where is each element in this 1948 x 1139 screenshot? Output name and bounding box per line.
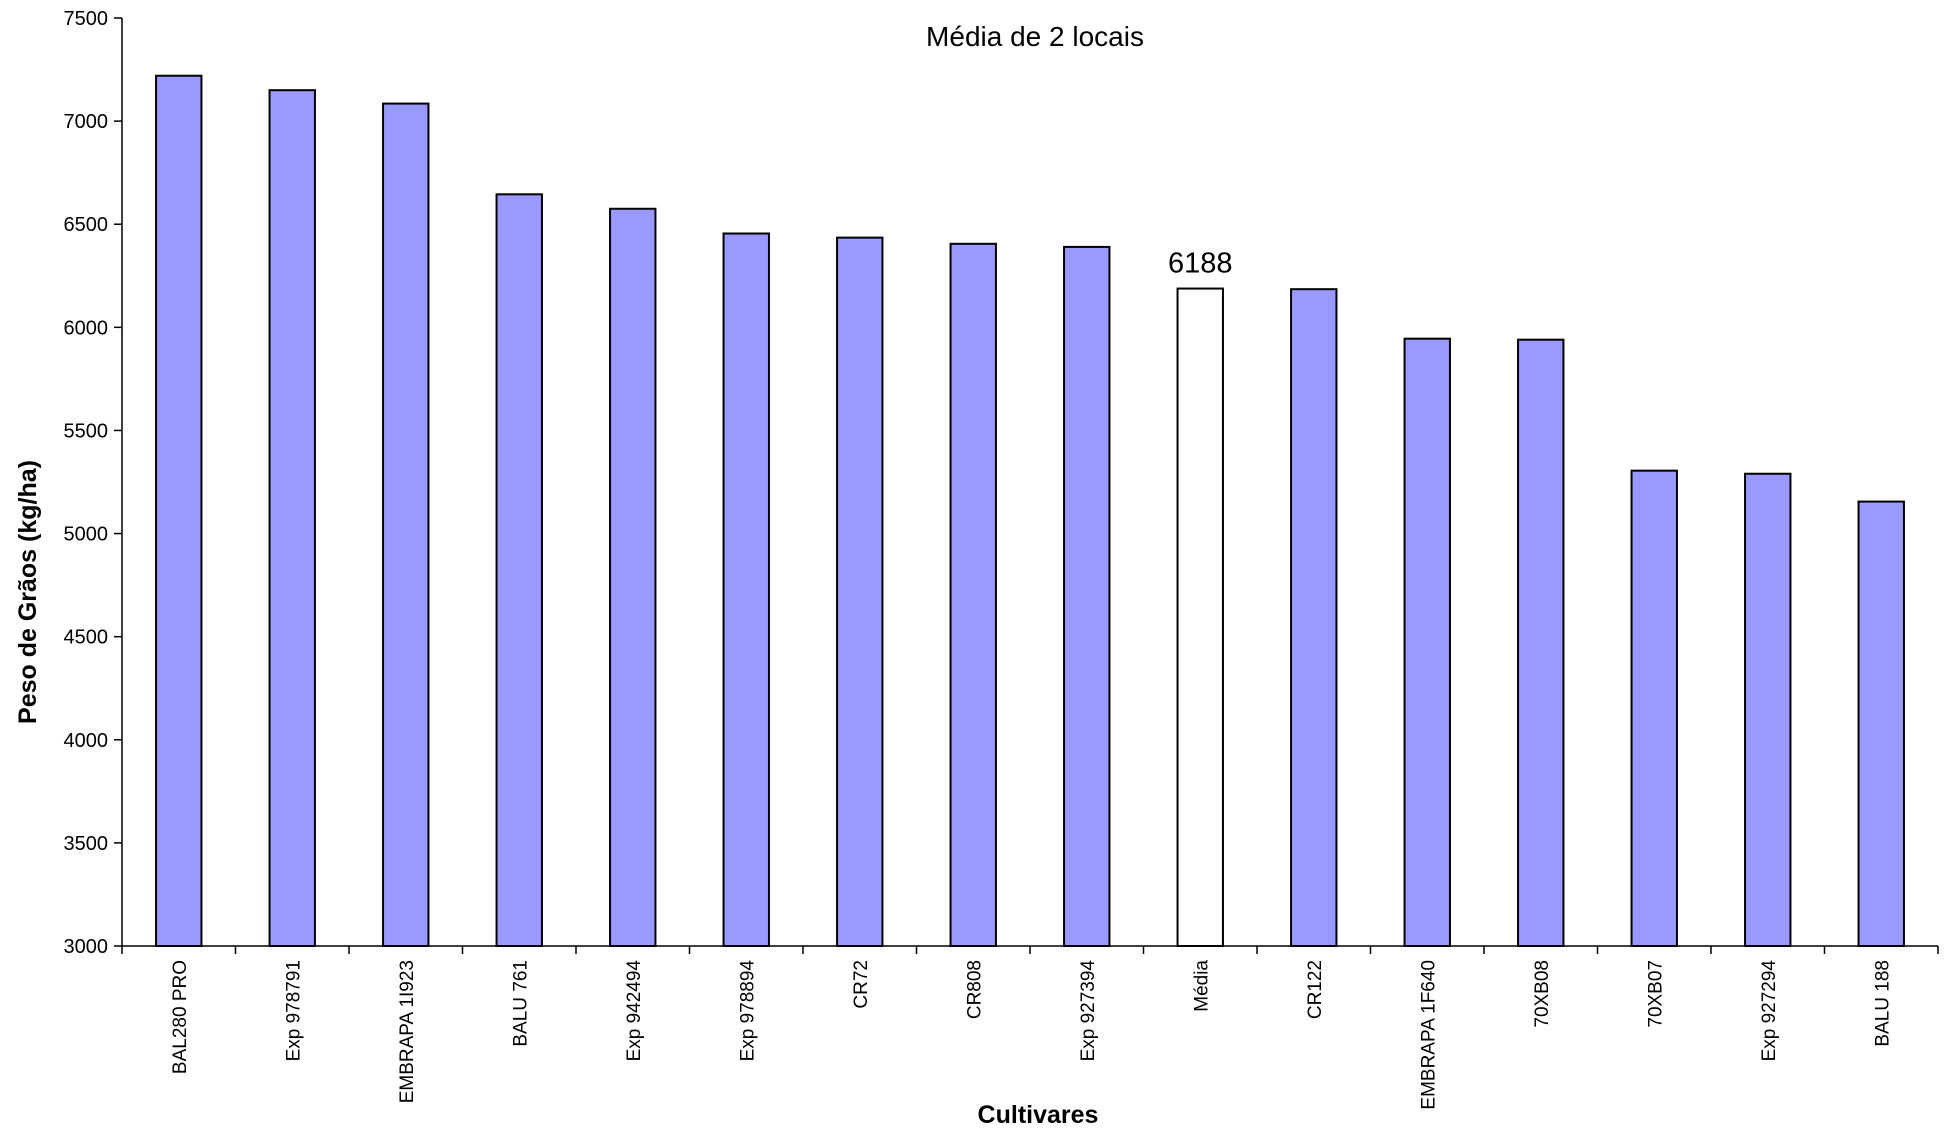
chart-title: Média de 2 locais	[926, 21, 1144, 52]
y-tick-label: 3000	[64, 936, 109, 958]
x-axis-title: Cultivares	[978, 1101, 1099, 1129]
bar	[1063, 245, 1111, 948]
y-tick-label: 4000	[64, 730, 109, 752]
y-tick-label: 7500	[64, 8, 109, 30]
x-tick-label: CR72	[851, 960, 872, 1009]
x-tick-label: Exp 942494	[624, 960, 645, 1062]
labels-layer: 3000 3500 4000 4500 5000 5500 6000 6500 7000 7500…	[64, 8, 1894, 1110]
bar	[495, 193, 543, 947]
y-tick-label: 6000	[64, 317, 109, 339]
x-tick-label: 70XB07	[1645, 960, 1666, 1028]
bar	[1630, 469, 1678, 947]
bar	[268, 89, 316, 948]
bars-layer	[155, 74, 1905, 948]
x-tick-label: 70XB08	[1532, 960, 1553, 1028]
bar	[722, 232, 770, 947]
x-tick-label: CR808	[964, 960, 985, 1019]
y-tick-label: 4500	[64, 627, 109, 649]
x-tick-label: Exp 978894	[737, 960, 758, 1062]
bar	[1290, 288, 1338, 947]
y-tick-label: 7000	[64, 111, 109, 133]
bar	[1403, 337, 1451, 947]
x-tick-label: BAL280 PRO	[170, 960, 191, 1074]
x-tick-label: EMBRAPA 1I923	[397, 960, 418, 1103]
y-axis-title: Peso de Grãos (kg/ha)	[14, 460, 42, 724]
x-tick-label: Média	[1191, 960, 1212, 1012]
x-tick-label: BALU 761	[510, 960, 531, 1047]
axes-layer	[114, 17, 1939, 954]
x-tick-label: CR122	[1305, 960, 1326, 1019]
x-tick-label: BALU 188	[1872, 960, 1893, 1047]
bar	[949, 242, 997, 947]
y-tick-label: 5500	[64, 420, 109, 442]
x-tick-label: Exp 927294	[1759, 960, 1780, 1062]
x-tick-label: Exp 978791	[283, 960, 304, 1061]
y-tick-label: 5000	[64, 524, 109, 546]
bar-average	[1176, 287, 1224, 947]
data-label: 6188	[1168, 248, 1233, 280]
bar	[1857, 500, 1905, 947]
bar	[609, 207, 657, 947]
bar	[836, 236, 884, 947]
bar	[1517, 338, 1565, 947]
bar	[382, 102, 430, 947]
y-tick-label: 3500	[64, 833, 109, 855]
bar	[1744, 472, 1792, 947]
x-tick-label: Exp 927394	[1078, 960, 1099, 1062]
bar	[155, 74, 203, 948]
x-tick-label: EMBRAPA 1F640	[1418, 960, 1439, 1110]
y-tick-label: 6500	[64, 214, 109, 236]
